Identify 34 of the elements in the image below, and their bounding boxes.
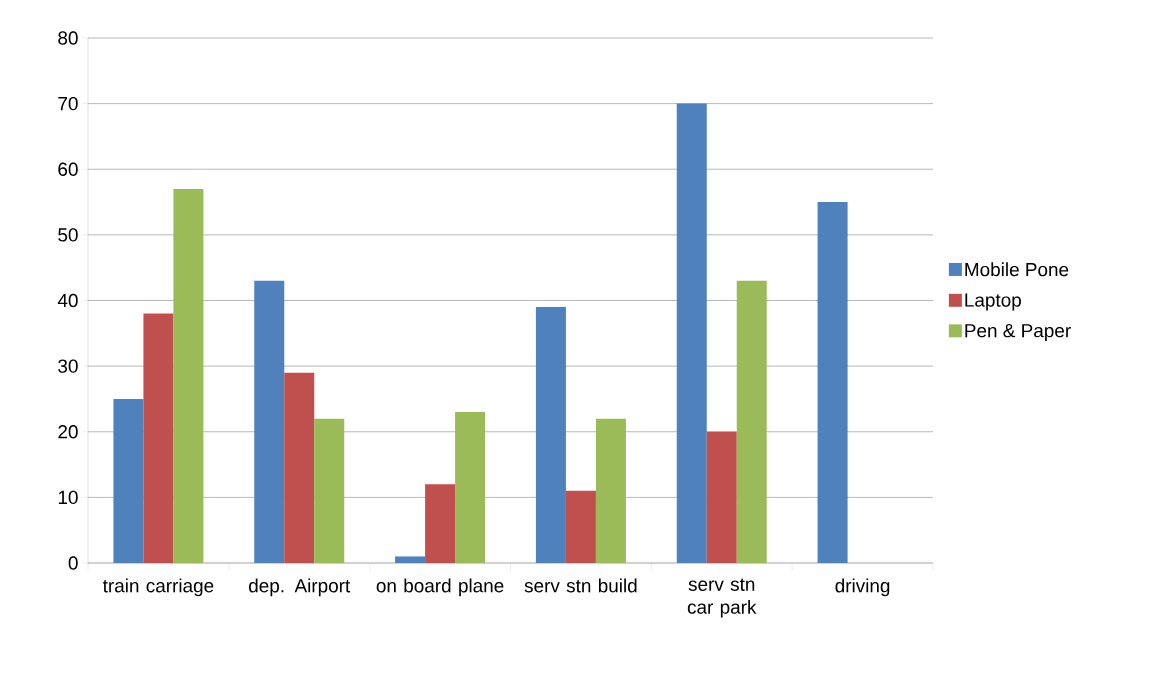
y-tick-label: 80 xyxy=(58,31,78,45)
x-tick-label: serv stn car park xyxy=(687,578,757,618)
bar xyxy=(113,398,144,563)
legend-label: Pen & Paper xyxy=(965,324,1071,342)
x-tick-label: dep. Airport xyxy=(249,578,351,597)
bar xyxy=(284,372,315,563)
bar xyxy=(425,484,456,563)
y-tick-label: 20 xyxy=(58,425,78,439)
bar xyxy=(706,431,737,563)
bar xyxy=(535,307,566,563)
y-tick-label: 10 xyxy=(58,490,78,505)
x-tick-label: on board plane xyxy=(376,578,504,597)
bar xyxy=(817,202,848,563)
y-tick-label: 60 xyxy=(58,162,78,176)
bar xyxy=(143,313,174,563)
legend-label: Laptop xyxy=(965,293,1021,311)
bar xyxy=(173,188,204,563)
y-tick-label: 40 xyxy=(57,293,78,308)
x-tick-label: train carriage xyxy=(102,578,214,597)
bar xyxy=(455,412,486,563)
bar xyxy=(565,490,596,563)
y-tick-label: 30 xyxy=(58,359,78,373)
x-tick-label: serv stn build xyxy=(524,578,637,593)
y-tick-label: 0 xyxy=(68,556,78,570)
bar xyxy=(676,103,707,563)
bar xyxy=(254,280,285,563)
legend-label: Mobile Pone xyxy=(965,262,1069,277)
y-tick-label: 70 xyxy=(58,96,78,111)
bar xyxy=(736,280,767,563)
bar xyxy=(595,418,626,563)
bar xyxy=(314,418,345,563)
y-tick-label: 50 xyxy=(58,228,78,242)
bar xyxy=(395,556,426,563)
x-tick-label: driving xyxy=(835,578,890,597)
